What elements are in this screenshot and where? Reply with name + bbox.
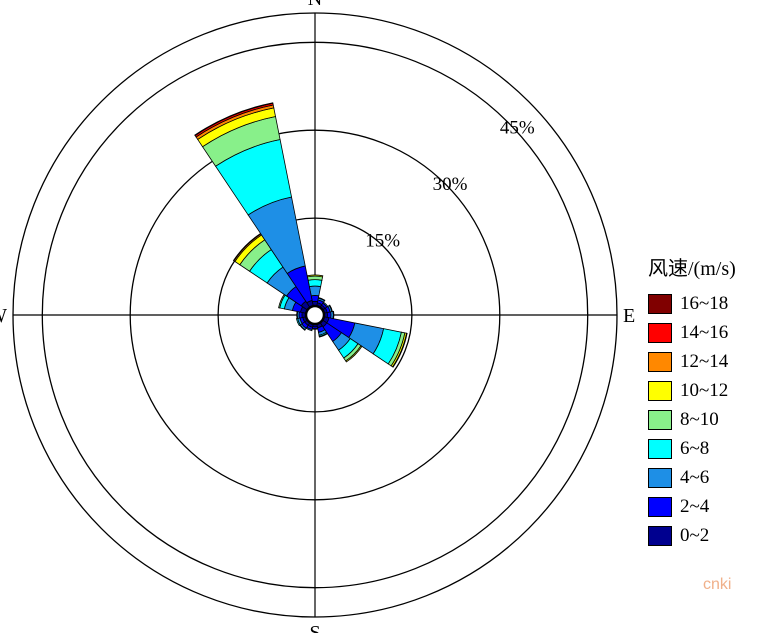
legend-title: 风速/(m/s) <box>648 258 736 280</box>
petal-SSE-bin-8~10 <box>318 332 329 338</box>
legend-swatch <box>648 322 672 343</box>
legend-item-8~10: 8~10 <box>648 405 736 434</box>
legend-item-16~18: 16~18 <box>648 289 736 318</box>
direction-label-S: S <box>309 622 320 633</box>
legend-label: 2~4 <box>680 495 710 517</box>
petal-SE <box>319 319 363 363</box>
petal-SSE <box>316 321 329 338</box>
ring-label-30: 30% <box>433 174 468 195</box>
legend-label: 4~6 <box>680 466 710 488</box>
petal-E-bin-6~8 <box>332 310 335 320</box>
legend-label: 6~8 <box>680 437 710 459</box>
legend-item-10~12: 10~12 <box>648 376 736 405</box>
direction-label-N: N <box>308 0 322 10</box>
petal-ESE-bin-12~14 <box>392 332 408 368</box>
petal-NNW-bin-16~18 <box>194 102 274 137</box>
legend-item-0~2: 0~2 <box>648 521 736 550</box>
legend-item-2~4: 2~4 <box>648 492 736 521</box>
legend-item-14~16: 14~16 <box>648 318 736 347</box>
wind-petals <box>194 102 408 368</box>
legend: 风速/(m/s) 16~18 14~16 12~14 10~12 8~10 6~8 4~6 2… <box>648 252 736 550</box>
petal-N-bin-6~8 <box>307 279 323 288</box>
chart-labels: 15% 30% 45% N S E W <box>0 0 635 633</box>
petal-S-bin-4~6 <box>311 327 319 330</box>
legend-swatch <box>648 438 672 459</box>
legend-label: 14~16 <box>680 321 729 343</box>
petal-N <box>306 274 324 307</box>
legend-label: 8~10 <box>680 408 719 430</box>
legend-item-6~8: 6~8 <box>648 434 736 463</box>
polar-grid <box>12 12 618 618</box>
legend-label: 10~12 <box>680 379 729 401</box>
legend-label: 16~18 <box>680 292 729 314</box>
legend-swatch <box>648 351 672 372</box>
direction-label-E: E <box>623 305 635 327</box>
petal-W-bin-6~8 <box>296 310 299 320</box>
legend-label: 0~2 <box>680 524 710 546</box>
petal-WSW-bin-6~8 <box>295 318 301 327</box>
legend-swatch <box>648 409 672 430</box>
watermark: cnki <box>703 576 732 593</box>
legend-swatch <box>648 525 672 546</box>
center-hub <box>304 304 326 326</box>
direction-label-W: W <box>0 305 7 327</box>
petal-N-bin-10~12 <box>306 274 324 278</box>
legend-item-12~14: 12~14 <box>648 347 736 376</box>
legend-swatch <box>648 496 672 517</box>
legend-items: 16~18 14~16 12~14 10~12 8~10 6~8 4~6 2~4 0~2 <box>648 289 736 550</box>
ring-label-15: 15% <box>365 231 400 252</box>
legend-swatch <box>648 467 672 488</box>
petal-ESE <box>321 316 408 368</box>
legend-swatch <box>648 380 672 401</box>
legend-swatch <box>648 293 672 314</box>
legend-item-4~6: 4~6 <box>648 463 736 492</box>
petal-SE-bin-10~12 <box>345 345 363 363</box>
petal-NNE-bin-6~8 <box>317 297 326 302</box>
legend-label: 12~14 <box>680 350 729 372</box>
petal-NNW <box>194 102 314 309</box>
ring-label-45: 45% <box>500 118 535 139</box>
